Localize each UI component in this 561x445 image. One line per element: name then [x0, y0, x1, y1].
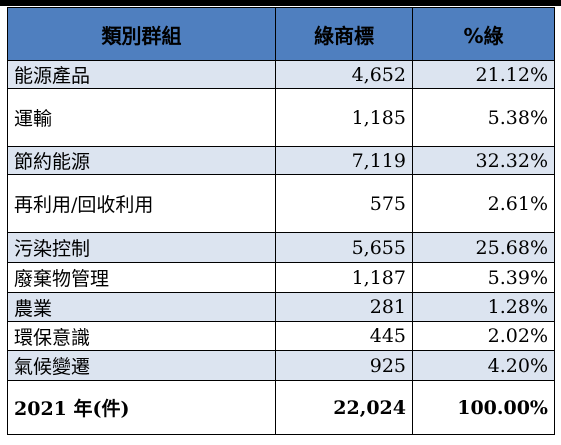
percent-cell: 4.20% — [412, 350, 555, 381]
count-cell: 575 — [275, 174, 413, 233]
table-row: 環保意識 445 2.02% — [7, 321, 555, 351]
percent-cell: 2.02% — [412, 321, 555, 351]
header-green-trademark: 綠商標 — [275, 7, 413, 61]
percent-cell: 5.39% — [412, 262, 555, 293]
table-row: 能源產品 4,652 21.12% — [7, 60, 555, 89]
category-cell: 氣候變遷 — [7, 350, 276, 381]
count-cell: 925 — [275, 350, 413, 381]
category-cell: 運輸 — [7, 88, 276, 147]
category-cell: 能源產品 — [7, 60, 276, 89]
count-cell: 1,185 — [275, 88, 413, 147]
total-row: 2021 年(件) 22,024 100.00% — [7, 380, 555, 435]
table-row: 污染控制 5,655 25.68% — [7, 232, 555, 263]
category-cell: 節約能源 — [7, 146, 276, 175]
total-percent-cell: 100.00% — [412, 380, 555, 435]
cropped-caption-strip — [0, 0, 561, 6]
percent-cell: 21.12% — [412, 60, 555, 89]
table-row: 再利用/回收利用 575 2.61% — [7, 174, 555, 233]
percent-cell: 1.28% — [412, 292, 555, 322]
total-count-cell: 22,024 — [275, 380, 413, 435]
percent-cell: 2.61% — [412, 174, 555, 233]
table-row: 農業 281 1.28% — [7, 292, 555, 322]
category-cell: 再利用/回收利用 — [7, 174, 276, 233]
count-cell: 1,187 — [275, 262, 413, 293]
count-cell: 445 — [275, 321, 413, 351]
percent-cell: 5.38% — [412, 88, 555, 147]
header-percent-green: %綠 — [412, 7, 555, 61]
header-row: 類別群組 綠商標 %綠 — [7, 7, 555, 61]
category-cell: 農業 — [7, 292, 276, 322]
percent-cell: 25.68% — [412, 232, 555, 263]
category-cell: 廢棄物管理 — [7, 262, 276, 293]
count-cell: 4,652 — [275, 60, 413, 89]
count-cell: 281 — [275, 292, 413, 322]
table-row: 運輸 1,185 5.38% — [7, 88, 555, 147]
green-trademark-table: 類別群組 綠商標 %綠 能源產品 4,652 21.12% 運輸 1,185 5… — [7, 7, 555, 435]
table-row: 廢棄物管理 1,187 5.39% — [7, 262, 555, 293]
count-cell: 7,119 — [275, 146, 413, 175]
count-cell: 5,655 — [275, 232, 413, 263]
percent-cell: 32.32% — [412, 146, 555, 175]
category-cell: 環保意識 — [7, 321, 276, 351]
table-row: 節約能源 7,119 32.32% — [7, 146, 555, 175]
category-cell: 污染控制 — [7, 232, 276, 263]
table-row: 氣候變遷 925 4.20% — [7, 350, 555, 381]
header-category: 類別群組 — [7, 7, 276, 61]
total-label-cell: 2021 年(件) — [7, 380, 276, 435]
